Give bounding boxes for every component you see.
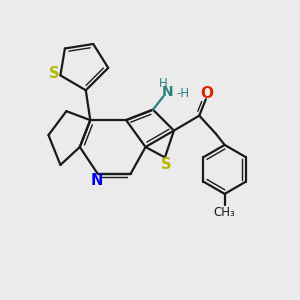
Text: N: N bbox=[91, 173, 103, 188]
Text: N: N bbox=[162, 85, 174, 99]
Text: S: S bbox=[161, 157, 171, 172]
Text: CH₃: CH₃ bbox=[214, 206, 236, 219]
Text: H: H bbox=[159, 77, 168, 90]
Text: -H: -H bbox=[176, 87, 189, 100]
Text: S: S bbox=[49, 66, 59, 81]
Text: O: O bbox=[200, 86, 213, 101]
